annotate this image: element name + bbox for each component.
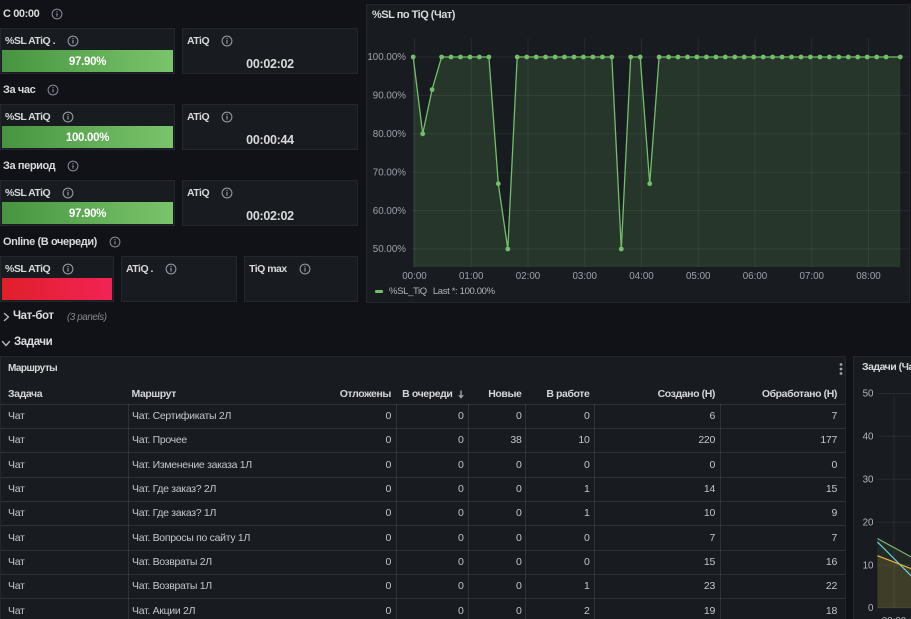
- svg-text:07:00: 07:00: [799, 271, 824, 282]
- svg-text:05:00: 05:00: [686, 271, 711, 282]
- svg-text:80.00%: 80.00%: [373, 129, 407, 140]
- svg-text:03:00: 03:00: [572, 271, 597, 282]
- svg-text:06:00: 06:00: [743, 271, 768, 282]
- svg-text:40: 40: [863, 432, 874, 443]
- svg-text:01:00: 01:00: [459, 271, 484, 282]
- svg-text:00:00: 00:00: [882, 616, 907, 619]
- svg-text:08:00: 08:00: [856, 271, 881, 282]
- svg-text:0: 0: [868, 603, 874, 614]
- svg-text:04:00: 04:00: [629, 271, 654, 282]
- svg-text:20: 20: [863, 517, 874, 528]
- svg-text:70.00%: 70.00%: [373, 167, 407, 178]
- svg-text:60.00%: 60.00%: [373, 206, 407, 217]
- svg-text:30: 30: [863, 475, 874, 486]
- svg-text:100.00%: 100.00%: [367, 52, 406, 63]
- svg-text:02:00: 02:00: [516, 271, 541, 282]
- svg-text:00:00: 00:00: [402, 271, 427, 282]
- svg-text:10: 10: [863, 560, 874, 571]
- svg-text:50: 50: [863, 389, 874, 400]
- svg-text:50.00%: 50.00%: [373, 244, 407, 255]
- svg-text:90.00%: 90.00%: [373, 91, 407, 102]
